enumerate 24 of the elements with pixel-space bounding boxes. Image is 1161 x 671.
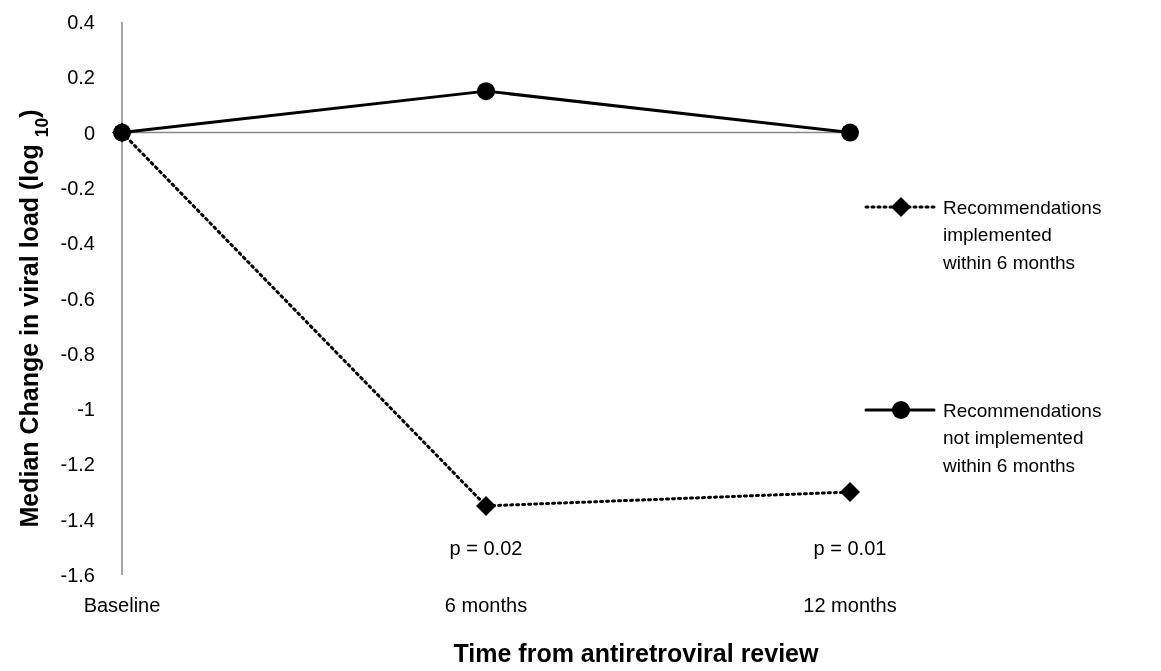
x-axis-title: Time from antiretroviral review (453, 639, 820, 667)
y-tick-label: -1.4 (60, 508, 95, 531)
annotation: p = 0.02 (449, 537, 523, 559)
point (476, 495, 496, 516)
legend-label: Recommendations implemented within 6 months (942, 196, 1102, 273)
y-tick-label: -0.2 (60, 176, 95, 199)
x-tick-label: Baseline (83, 594, 161, 616)
y-tick-label: -1.6 (60, 564, 95, 586)
x-tick-label: 6 months (444, 594, 528, 616)
point (841, 123, 859, 142)
y-tick-label: -0.4 (60, 232, 95, 255)
x-tick-label: 12 months (803, 594, 897, 616)
y-tick-label: 0 (83, 121, 95, 144)
legend-label: Recommendations not implemented within 6 months (942, 399, 1102, 476)
y-tick-label: 0.4 (67, 11, 95, 33)
y-tick-label: -0.6 (60, 287, 95, 310)
point (477, 82, 495, 101)
y-tick-label: -0.8 (60, 342, 95, 365)
point (113, 123, 131, 142)
y-tick-label: -1 (77, 398, 95, 421)
y-tick-label: 0.2 (67, 66, 95, 89)
y-tick-label: -1.2 (60, 453, 95, 476)
annotation: p = 0.01 (813, 537, 887, 559)
point (840, 482, 860, 503)
